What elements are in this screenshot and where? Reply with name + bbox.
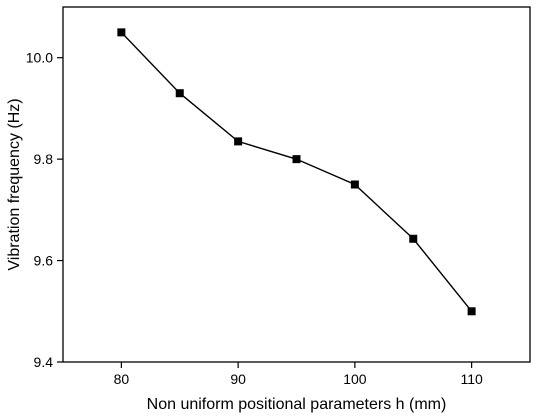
data-point-marker	[409, 234, 418, 243]
y-axis-title: Vibration frequency (Hz)	[6, 98, 23, 270]
series-line	[120, 31, 473, 312]
data-point-marker	[234, 137, 243, 146]
y-tick-label: 9.4	[34, 354, 54, 370]
y-tick-label: 10.0	[26, 50, 53, 66]
x-axis-title: Non uniform positional parameters h (mm)	[147, 396, 447, 413]
data-point-marker	[175, 89, 184, 98]
plot-frame	[62, 6, 531, 363]
y-tick-label: 9.6	[34, 253, 54, 269]
x-tick-label: 80	[114, 371, 130, 387]
x-tick-label: 100	[343, 371, 367, 387]
data-point-marker	[467, 307, 476, 316]
y-axis-ticks: 9.4 9.6 9.8 10.0	[26, 50, 63, 370]
data-point-marker	[292, 155, 301, 164]
data-point-marker	[117, 28, 126, 37]
x-tick-label: 90	[230, 371, 246, 387]
data-point-marker	[350, 180, 359, 189]
y-tick-label: 9.8	[34, 151, 54, 167]
x-axis-ticks: 80 90 100 110	[114, 362, 483, 387]
series-layer	[117, 28, 476, 316]
x-tick-label: 110	[460, 371, 483, 387]
